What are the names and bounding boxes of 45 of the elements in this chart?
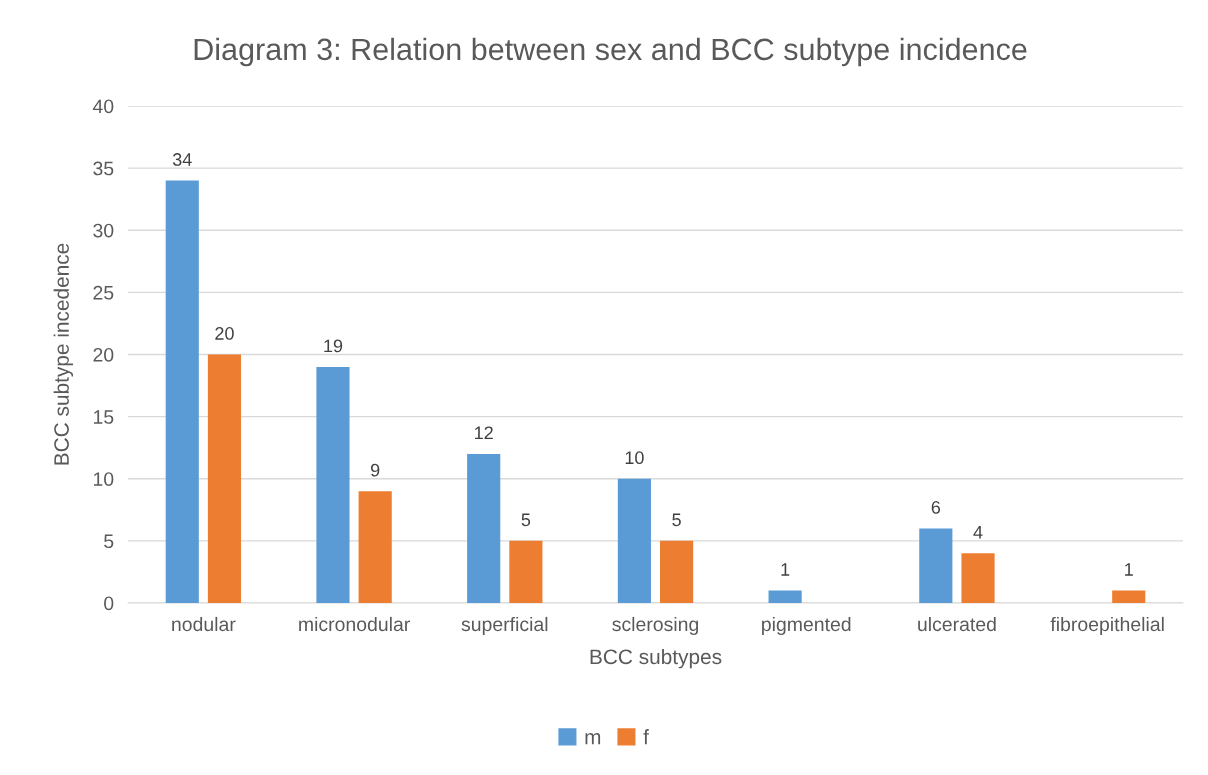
data-label: 20 <box>215 327 234 340</box>
y-axis-title: BCC subtype incedence <box>53 243 74 465</box>
bar <box>961 553 995 603</box>
bar <box>768 590 802 603</box>
bar <box>358 491 392 603</box>
y-tick-label: 5 <box>104 534 114 549</box>
x-axis-title: BCC subtypes <box>590 648 722 669</box>
data-label: 1 <box>781 563 790 576</box>
legend-label: m <box>585 732 601 745</box>
data-label: 1 <box>1125 563 1133 576</box>
data-label: 10 <box>625 451 644 465</box>
y-tick-label: 35 <box>93 161 114 176</box>
data-label: 4 <box>973 526 983 539</box>
data-label: 5 <box>672 513 681 527</box>
legend-label: f <box>643 729 649 745</box>
x-tick-label: sclerosing <box>612 616 699 636</box>
x-tick-label: micronodular <box>299 616 410 632</box>
y-tick-label: 25 <box>93 285 114 300</box>
bar <box>467 453 501 603</box>
data-label: 5 <box>521 513 531 527</box>
y-tick-label: 15 <box>93 410 114 424</box>
bar <box>1112 590 1146 603</box>
x-tick-label: nodular <box>172 616 236 632</box>
bar <box>919 528 953 603</box>
bar <box>660 540 694 603</box>
bar <box>617 478 651 603</box>
data-label: 9 <box>371 463 380 477</box>
y-tick-label: 0 <box>104 596 114 611</box>
bar <box>509 540 543 603</box>
data-label: 12 <box>475 426 493 440</box>
bar <box>165 180 199 603</box>
x-tick-label: pigmented <box>762 616 851 636</box>
chart-title: Diagram 3: Relation between sex and BCC subtype incidence <box>194 37 1027 67</box>
bar <box>207 354 242 603</box>
data-label: 19 <box>324 339 343 353</box>
data-label: 34 <box>172 153 192 166</box>
x-tick-label: ulcerated <box>918 616 996 632</box>
y-tick-label: 40 <box>92 99 114 114</box>
x-tick-label: superficial <box>461 616 548 636</box>
bar <box>316 366 350 603</box>
x-tick-label: fibroepithelial <box>1050 616 1164 636</box>
data-label: 6 <box>931 500 941 514</box>
y-tick-label: 20 <box>93 347 114 362</box>
y-tick-label: 30 <box>93 223 114 238</box>
y-tick-label: 10 <box>93 472 114 486</box>
